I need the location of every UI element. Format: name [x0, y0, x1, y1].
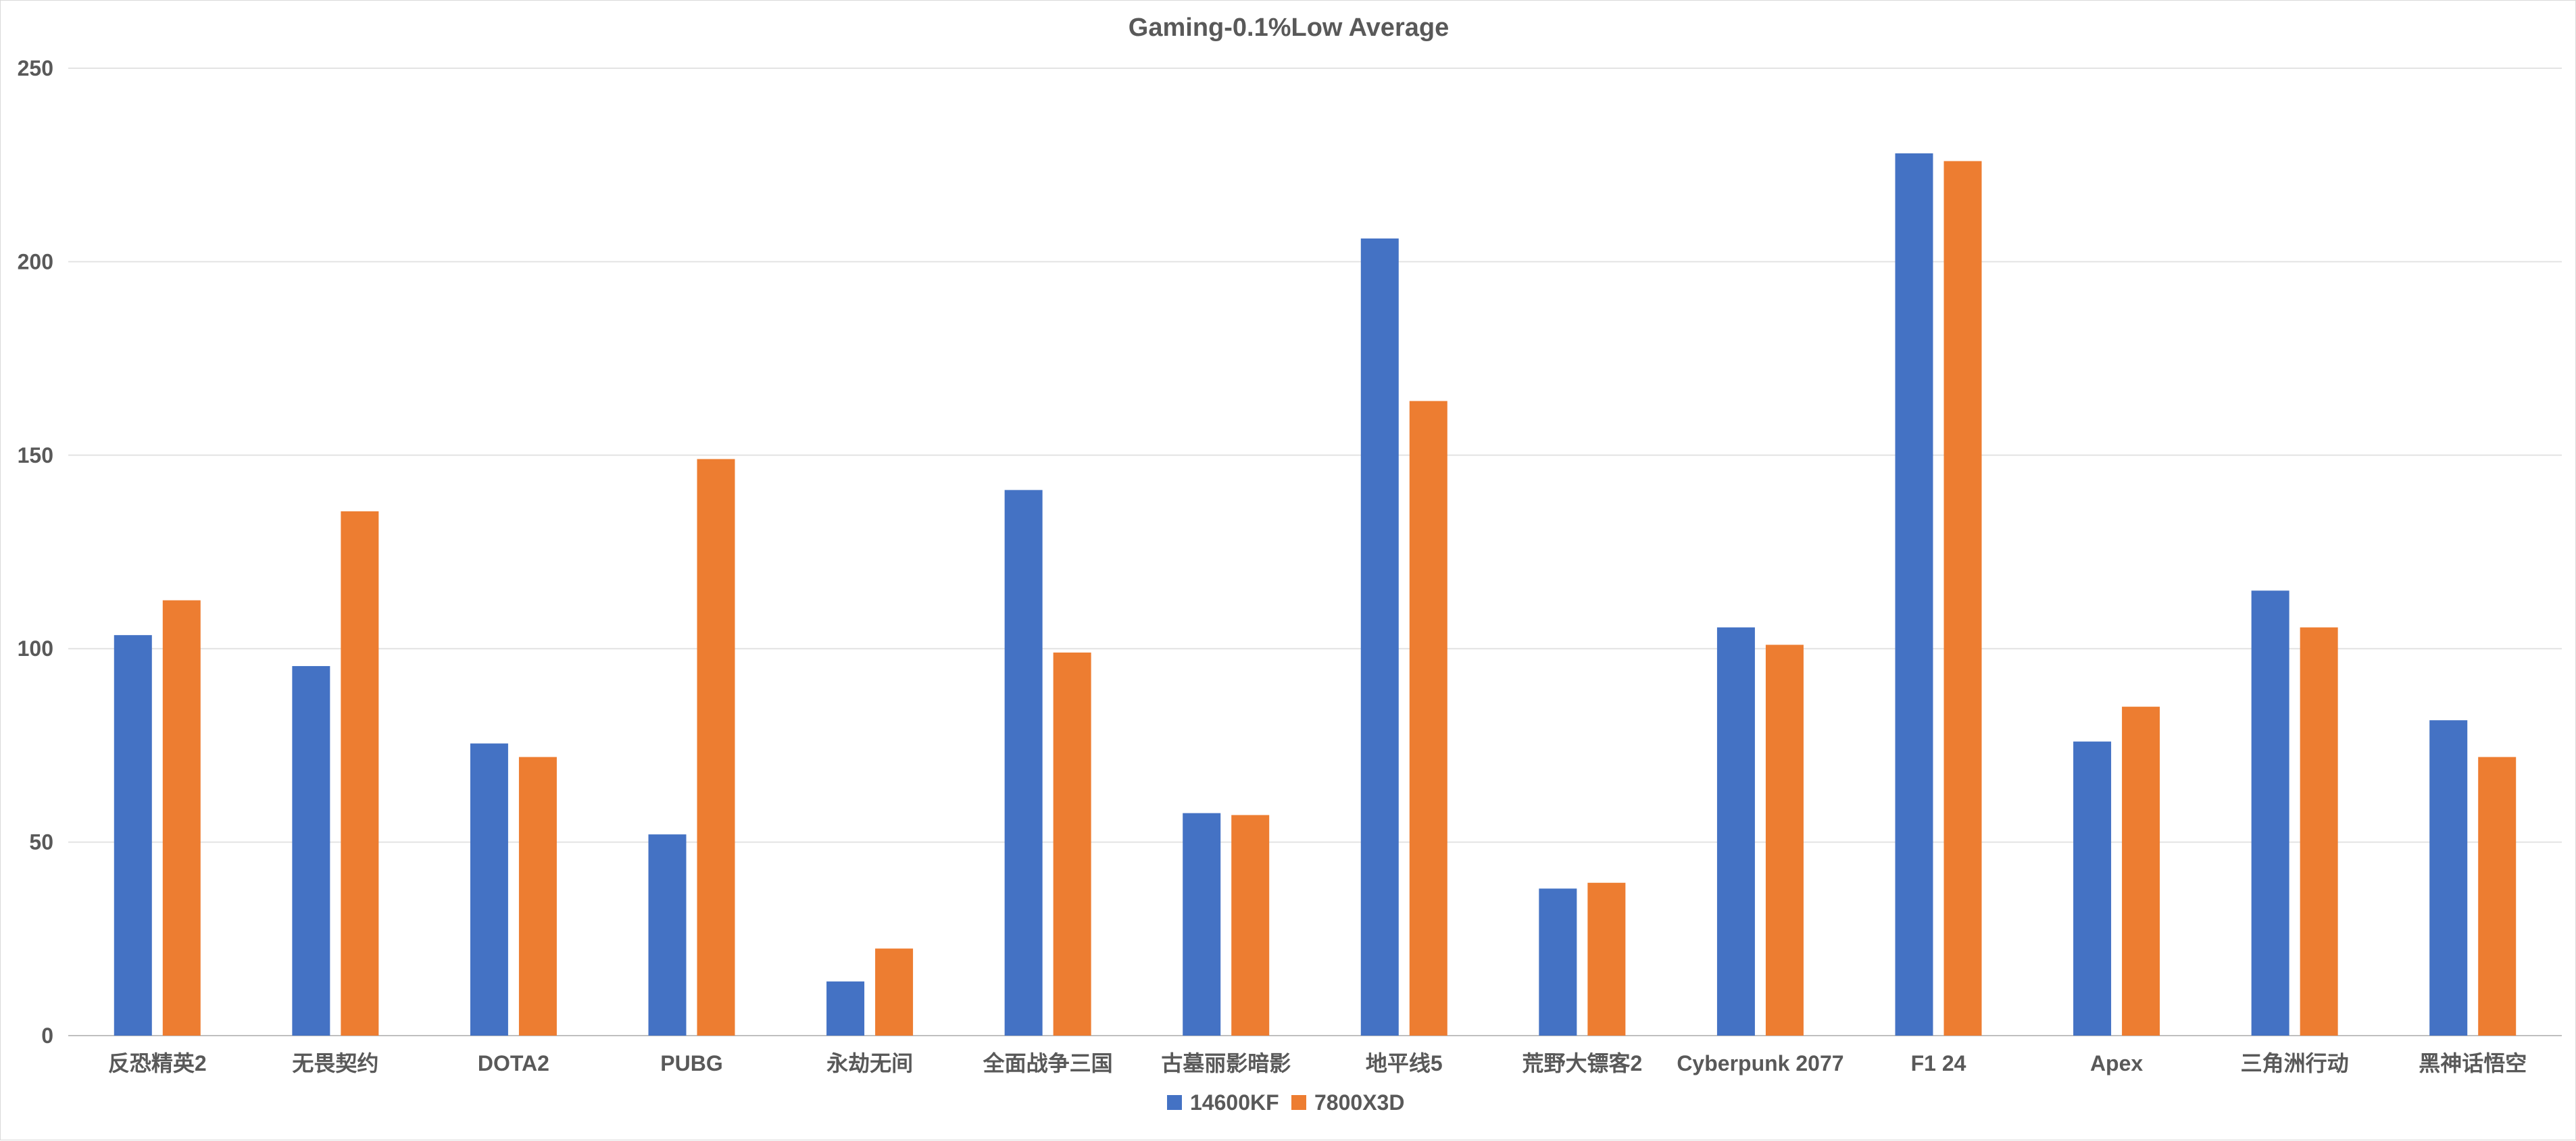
- legend-label: 14600KF: [1190, 1090, 1279, 1115]
- gridlines: [68, 68, 2562, 1036]
- legend-swatch: [1167, 1095, 1182, 1110]
- x-tick-label: 地平线5: [1366, 1051, 1443, 1075]
- bar-14600kf: [1004, 490, 1043, 1036]
- legend-swatch: [1291, 1095, 1306, 1110]
- bar-14600kf: [1539, 888, 1577, 1036]
- x-tick-label: 荒野大镖客2: [1522, 1051, 1642, 1075]
- y-axis-ticks: 0 50 100 150 200 250: [18, 56, 53, 1048]
- bar-14600kf: [1895, 153, 1933, 1036]
- x-tick-label: PUBG: [660, 1051, 722, 1075]
- bar-7800x3d: [1943, 161, 1982, 1036]
- bar-14600kf: [2429, 720, 2468, 1036]
- y-tick-label: 200: [18, 249, 53, 274]
- x-tick-label: 永劫无间: [826, 1051, 913, 1075]
- y-tick-label: 250: [18, 56, 53, 80]
- bar-14600kf: [1183, 813, 1221, 1036]
- x-tick-label: 古墓丽影暗影: [1161, 1051, 1291, 1075]
- bar-7800x3d: [1231, 815, 1270, 1036]
- legend-label: 7800X3D: [1314, 1090, 1404, 1115]
- bar-7800x3d: [341, 511, 379, 1036]
- x-tick-label: 黑神话悟空: [2419, 1051, 2527, 1075]
- chart-title: Gaming-0.1%Low Average: [1129, 14, 1449, 42]
- bar-14600kf: [1716, 627, 1755, 1036]
- bar-7800x3d: [2300, 627, 2338, 1036]
- y-tick-label: 50: [29, 830, 53, 855]
- bar-7800x3d: [2478, 757, 2517, 1036]
- x-axis-ticks: 反恐精英2 无畏契约 DOTA2 PUBG 永劫无间 全面战争三国 古墓丽影暗影 地平线5 荒野…: [108, 1051, 2527, 1075]
- bar-14600kf: [648, 834, 687, 1036]
- x-tick-label: 反恐精英2: [108, 1051, 207, 1075]
- x-tick-label: F1 24: [1911, 1051, 1966, 1075]
- bar-7800x3d: [2122, 707, 2160, 1036]
- bar-7800x3d: [697, 459, 735, 1036]
- bar-14600kf: [2073, 741, 2112, 1036]
- x-tick-label: DOTA2: [478, 1051, 549, 1075]
- bar-7800x3d: [1409, 401, 1447, 1036]
- y-tick-label: 0: [41, 1023, 53, 1048]
- legend: 14600KF 7800X3D: [1167, 1090, 1404, 1115]
- x-tick-label: 全面战争三国: [983, 1051, 1113, 1075]
- x-tick-label: 三角洲行动: [2241, 1051, 2349, 1075]
- bar-7800x3d: [518, 757, 557, 1036]
- bars: [114, 153, 2517, 1036]
- bar-7800x3d: [875, 948, 914, 1036]
- bar-7800x3d: [1053, 652, 1091, 1036]
- bar-14600kf: [292, 665, 330, 1036]
- bar-7800x3d: [1587, 882, 1626, 1036]
- x-tick-label: Cyberpunk 2077: [1677, 1051, 1843, 1075]
- bar-14600kf: [114, 635, 152, 1036]
- bar-14600kf: [470, 743, 508, 1036]
- bar-14600kf: [2251, 590, 2289, 1036]
- x-tick-label: 无畏契约: [292, 1051, 378, 1075]
- bar-14600kf: [826, 981, 865, 1036]
- y-tick-label: 150: [18, 443, 53, 467]
- x-tick-label: Apex: [2090, 1051, 2143, 1075]
- bar-7800x3d: [1765, 644, 1804, 1036]
- bar-7800x3d: [162, 600, 201, 1036]
- bar-14600kf: [1360, 238, 1399, 1036]
- y-tick-label: 100: [18, 636, 53, 661]
